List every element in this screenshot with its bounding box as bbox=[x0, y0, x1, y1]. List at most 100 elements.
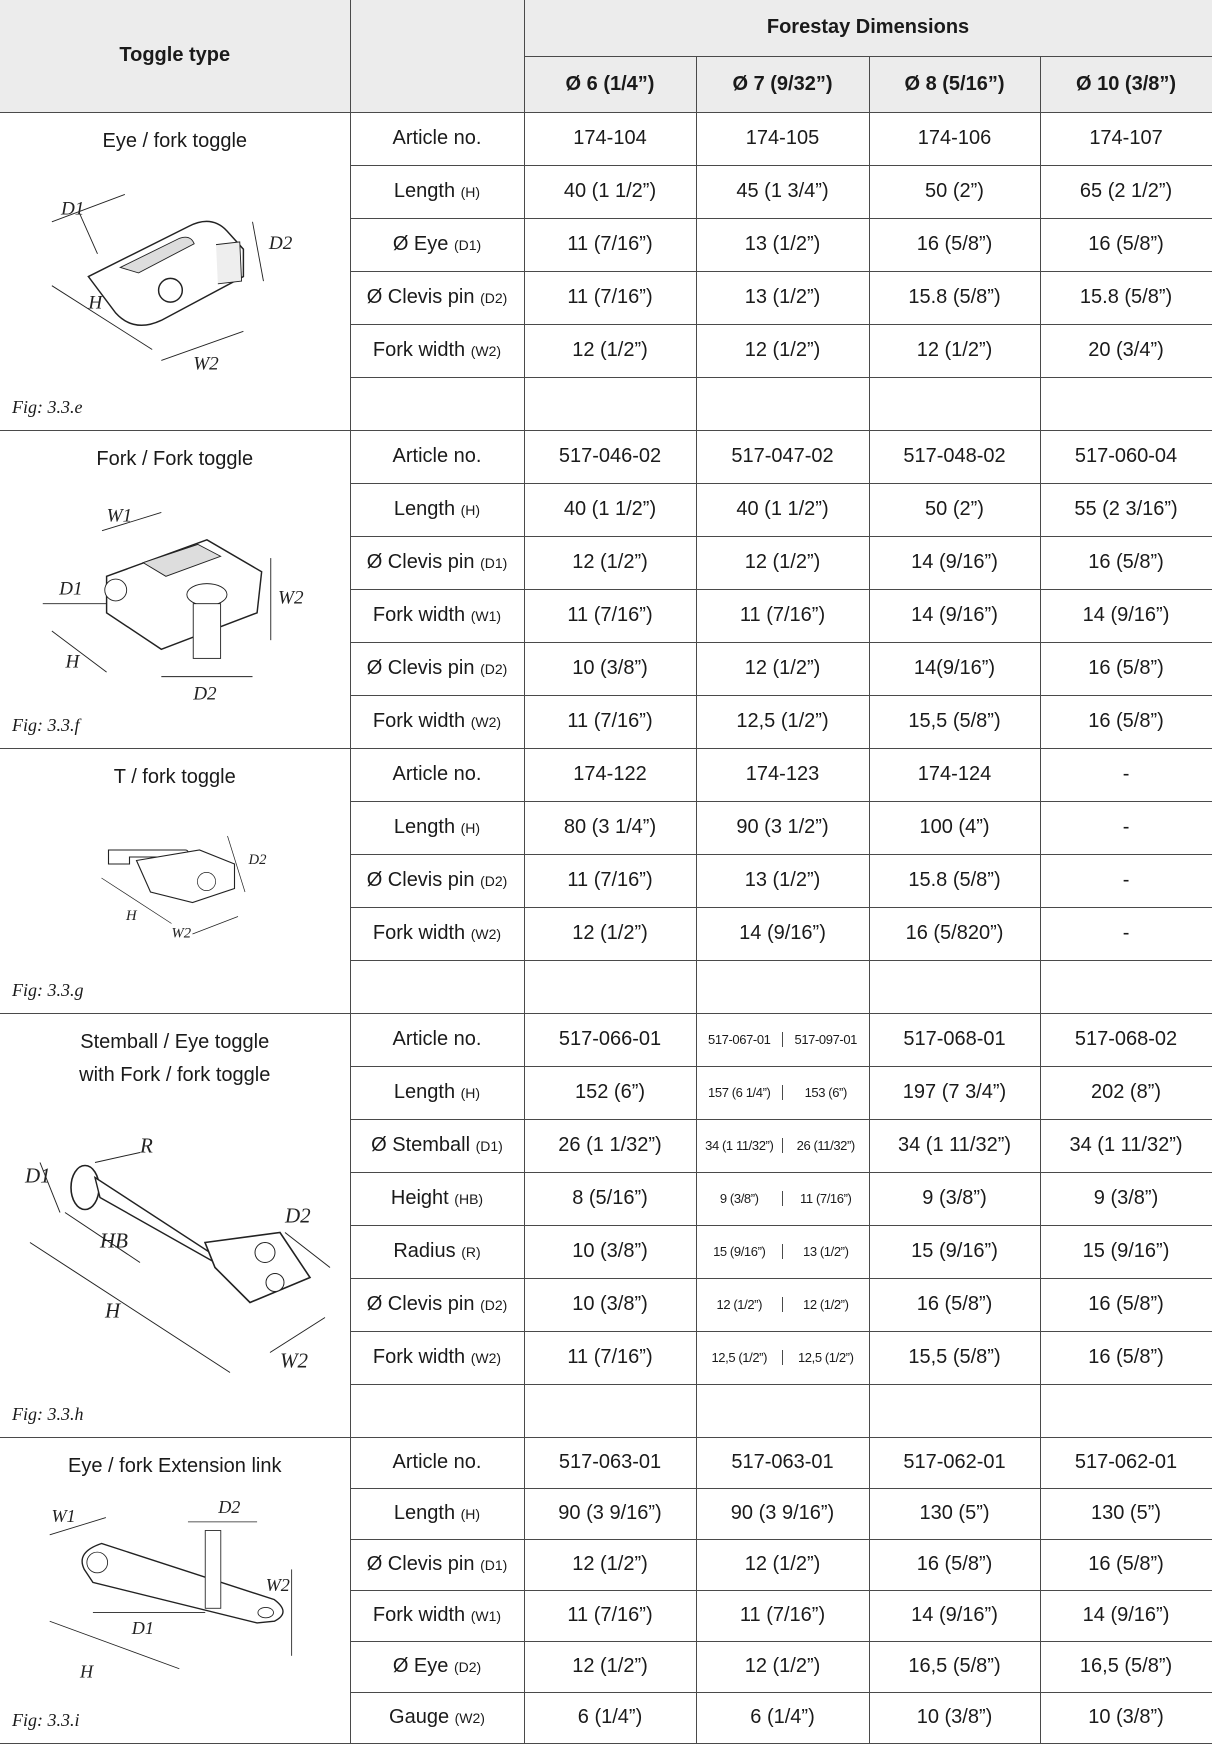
figure-label: W1 bbox=[107, 505, 133, 526]
row-label: Ø Stemball (D1) bbox=[350, 1118, 525, 1173]
data-row: Radius (R) 10 (3/8”) 15 (9/16”) 13 (1/2”) 15… bbox=[0, 1224, 1212, 1279]
value-cell: 12 (1/2”) bbox=[523, 1640, 697, 1693]
row-label-text: Fork width bbox=[372, 922, 466, 944]
row-label-unit: (W2) bbox=[470, 926, 502, 942]
value-text: 26 (11/32”) bbox=[782, 1138, 868, 1153]
row-label-text: Fork width bbox=[372, 604, 466, 626]
value-cell: 174-107 bbox=[1039, 111, 1212, 166]
row-label-text: Length bbox=[393, 1081, 456, 1103]
type-cell: T / fork toggle D2 H W2 Fig: 3.3.g bbox=[0, 747, 351, 1014]
row-label: Article no. bbox=[349, 747, 525, 802]
figure-label: W2 bbox=[266, 1575, 290, 1595]
figure-caption: Fig: 3.3.e bbox=[12, 396, 83, 417]
row-label-unit: (H) bbox=[460, 820, 481, 836]
value-cell: 10 (3/8”) bbox=[523, 1277, 697, 1332]
value-cell: 15 (9/16”) bbox=[868, 1224, 1041, 1279]
value-text: 34 (1 11/32”) bbox=[705, 1138, 774, 1153]
data-row: Fork width (W1) 11 (7/16”) 11 (7/16”) 14 (9… bbox=[0, 588, 1212, 643]
data-row: Height (HB) 8 (5/16”) 9 (3/8”) 11 (7/16”) 9 … bbox=[0, 1171, 1212, 1226]
value-cell: 45 (1 3/4”) bbox=[695, 164, 870, 219]
figure-label: D1 bbox=[131, 1618, 154, 1638]
row-label-text: Article no. bbox=[392, 1451, 482, 1473]
value-cell: 174-122 bbox=[523, 747, 697, 802]
value-text: 9 (3/8”) bbox=[719, 1191, 759, 1206]
drawing-line bbox=[227, 835, 246, 892]
value-cell: 15.8 (5/8”) bbox=[868, 270, 1041, 325]
figure-label: W2 bbox=[278, 587, 304, 608]
figure-drawing: D2 H W2 bbox=[101, 835, 268, 941]
drawing-line bbox=[119, 236, 195, 273]
value-cell: 80 (3 1/4”) bbox=[523, 800, 697, 855]
row-label-text: Ø Clevis pin bbox=[366, 551, 475, 573]
value-cell: 12 (1/2”) bbox=[523, 1538, 697, 1591]
value-cell: 14(9/16”) bbox=[868, 641, 1041, 696]
blank-cell bbox=[1039, 1383, 1212, 1438]
row-label-text: Ø Stemball bbox=[371, 1134, 471, 1156]
value-cell: 26 (1 1/32”) bbox=[523, 1118, 697, 1173]
value-text: 12 (1/2”) bbox=[716, 1297, 763, 1312]
data-row: T / fork toggle D2 H W2 Fig: 3.3.g Article … bbox=[0, 747, 1212, 1014]
drawing-line bbox=[70, 1164, 100, 1210]
drawing-line bbox=[94, 1151, 141, 1163]
type-cell: Eye / fork toggle D1 D2 H W2 Fig: 3.3.e bbox=[0, 111, 351, 431]
value-cell: 34 (1 11/32”) bbox=[868, 1118, 1041, 1173]
row-label-text: Ø Clevis pin bbox=[366, 286, 475, 308]
value-cell: 10 (3/8”) bbox=[868, 1691, 1041, 1744]
value-cell: 15,5 (5/8”) bbox=[868, 694, 1041, 749]
blank-row bbox=[0, 376, 1212, 431]
value-cell: 11 (7/16”) bbox=[523, 588, 697, 643]
row-label: Article no. bbox=[349, 1012, 525, 1067]
figure-caption: Fig: 3.3.g bbox=[12, 979, 84, 1000]
value-cell: 10 (3/8”) bbox=[1039, 1691, 1212, 1744]
value-cell: 202 (8”) bbox=[1039, 1065, 1212, 1120]
value-cell: 517-062-01 bbox=[868, 1436, 1041, 1489]
value-cell: 12 (1/2”) bbox=[695, 1640, 870, 1693]
value-cell: 15,5 (5/8”) bbox=[868, 1330, 1041, 1385]
row-label: Ø Clevis pin (D2) bbox=[350, 1277, 525, 1332]
row-label-text: Height bbox=[390, 1187, 449, 1209]
split-cell: 517-067-01 517-097-01 bbox=[697, 1032, 868, 1047]
column-header: Ø 6 (1/4”) bbox=[524, 55, 697, 113]
split-cell: 15 (9/16”) 13 (1/2”) bbox=[697, 1244, 868, 1259]
value-cell: 16 (5/8”) bbox=[1039, 535, 1212, 590]
value-cell: 11 (7/16”) bbox=[523, 694, 697, 749]
toggle-title: Eye / fork toggle bbox=[102, 129, 248, 152]
value-cell: 50 (2”) bbox=[868, 164, 1041, 219]
blank-header bbox=[349, 0, 525, 113]
figure-caption: Fig: 3.3.i bbox=[12, 1709, 80, 1730]
blank-cell bbox=[695, 376, 870, 431]
figure-label: D2 bbox=[248, 852, 268, 868]
row-label: Ø Clevis pin (D1) bbox=[350, 1538, 525, 1591]
row-label: Fork width (W2) bbox=[350, 1330, 525, 1385]
figure-label: H bbox=[87, 292, 103, 313]
drawing-line bbox=[105, 538, 263, 650]
value-cell: 14 (9/16”) bbox=[868, 1589, 1041, 1642]
value-cell: 11 (7/16”) bbox=[523, 217, 697, 272]
row-label-unit: (D2) bbox=[453, 1659, 482, 1675]
value-cell: 40 (1 1/2”) bbox=[523, 164, 697, 219]
value-cell: 517-048-02 bbox=[868, 429, 1041, 484]
drawing-line bbox=[104, 578, 128, 601]
drawing-line bbox=[51, 284, 153, 350]
drawing-line bbox=[257, 1606, 274, 1618]
value-cell: 517-067-01 517-097-01 bbox=[695, 1012, 870, 1067]
row-label-text: Article no. bbox=[392, 127, 482, 149]
drawing-line bbox=[49, 1620, 180, 1669]
toggle-title: T / fork toggle bbox=[113, 765, 236, 788]
value-cell: 100 (4”) bbox=[868, 800, 1041, 855]
row-label: Height (HB) bbox=[350, 1171, 525, 1226]
toggle-type-header: Toggle type bbox=[0, 0, 351, 113]
value-cell: 12 (1/2”) bbox=[695, 323, 870, 378]
value-cell: 40 (1 1/2”) bbox=[523, 482, 697, 537]
row-label-text: Fork width bbox=[372, 339, 466, 361]
drawing-line bbox=[135, 848, 236, 903]
value-cell: 12,5 (1/2”) bbox=[695, 694, 870, 749]
value-cell: 174-124 bbox=[868, 747, 1041, 802]
figure-caption: Fig: 3.3.f bbox=[12, 714, 80, 735]
value-cell: 174-104 bbox=[523, 111, 697, 166]
figure: W1 D1 W2 H D2 bbox=[10, 476, 340, 704]
row-label: Fork width (W1) bbox=[350, 1589, 525, 1642]
value-cell: 9 (3/8”) bbox=[868, 1171, 1041, 1226]
row-label: Length (H) bbox=[350, 164, 525, 219]
figure-drawing: W1 D2 W2 D1 H bbox=[49, 1497, 293, 1681]
